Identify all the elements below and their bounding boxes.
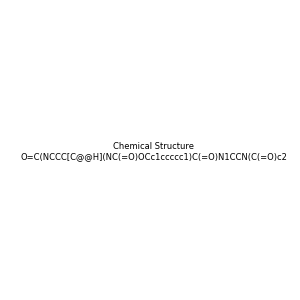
Text: Chemical Structure
O=C(NCCC[C@@H](NC(=O)OCc1ccccc1)C(=O)N1CCN(C(=O)c2: Chemical Structure O=C(NCCC[C@@H](NC(=O)… [20,142,287,161]
